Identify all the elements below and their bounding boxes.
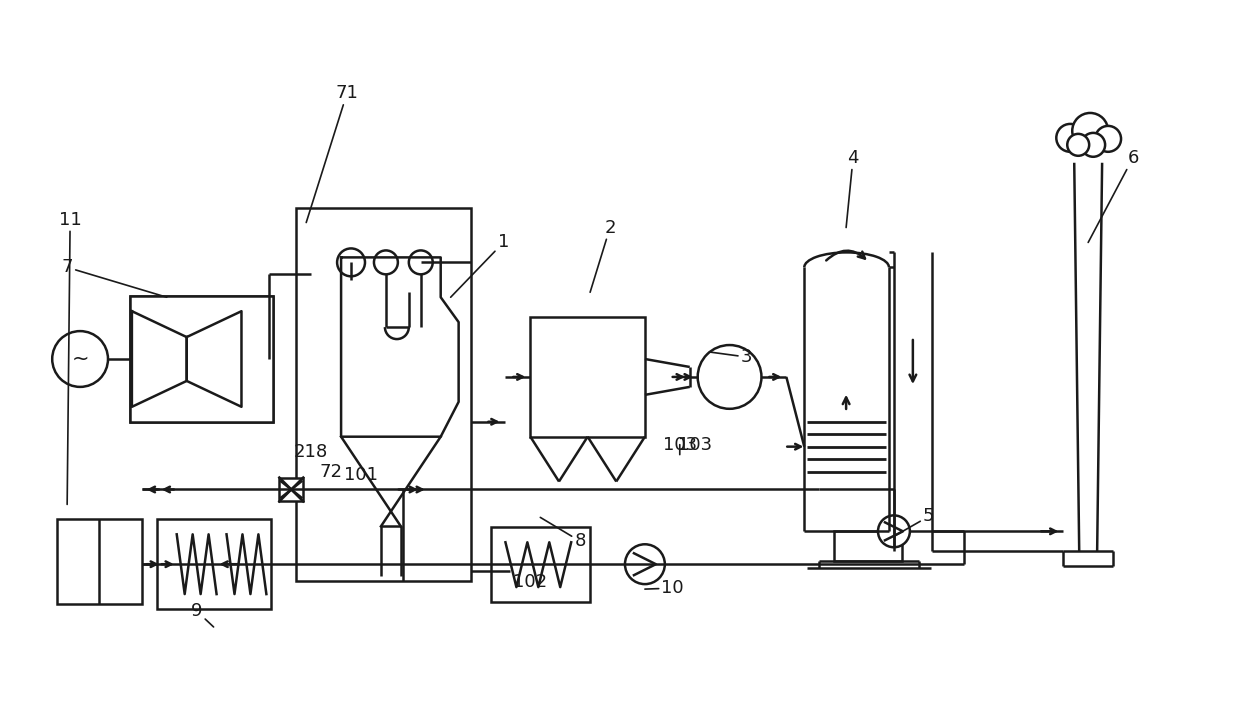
- Circle shape: [52, 331, 108, 387]
- Circle shape: [1095, 126, 1121, 152]
- Circle shape: [1081, 133, 1105, 157]
- Circle shape: [1068, 134, 1089, 156]
- Bar: [57, 519, 141, 604]
- Text: 11: 11: [58, 211, 82, 505]
- Text: 72: 72: [320, 462, 342, 480]
- Text: 4: 4: [846, 149, 859, 227]
- Text: 103: 103: [677, 436, 712, 454]
- Text: 1: 1: [450, 234, 510, 298]
- Text: 7: 7: [62, 258, 166, 298]
- Bar: [156, 519, 272, 609]
- Text: 9: 9: [191, 602, 213, 627]
- Text: 102: 102: [513, 573, 547, 591]
- Circle shape: [409, 250, 433, 275]
- Text: 101: 101: [343, 465, 378, 483]
- Bar: [491, 527, 590, 602]
- Text: 2: 2: [590, 219, 616, 293]
- Bar: [296, 208, 471, 581]
- Bar: [531, 317, 645, 437]
- Circle shape: [1073, 113, 1109, 149]
- Text: 71: 71: [306, 84, 358, 222]
- Text: 103: 103: [662, 436, 697, 455]
- Bar: [279, 478, 304, 501]
- Bar: [130, 296, 273, 422]
- Circle shape: [698, 345, 761, 409]
- Circle shape: [374, 250, 398, 275]
- Text: 218: 218: [294, 442, 329, 460]
- Text: ~: ~: [72, 349, 89, 369]
- Bar: [835, 531, 901, 561]
- Circle shape: [625, 544, 665, 584]
- Text: 10: 10: [645, 579, 684, 597]
- Circle shape: [1056, 124, 1084, 152]
- Text: 6: 6: [1089, 149, 1138, 242]
- Circle shape: [878, 516, 910, 547]
- Text: 5: 5: [894, 508, 935, 536]
- Text: 3: 3: [709, 348, 753, 366]
- Bar: [130, 296, 273, 422]
- Circle shape: [337, 248, 365, 276]
- Text: 8: 8: [541, 518, 585, 550]
